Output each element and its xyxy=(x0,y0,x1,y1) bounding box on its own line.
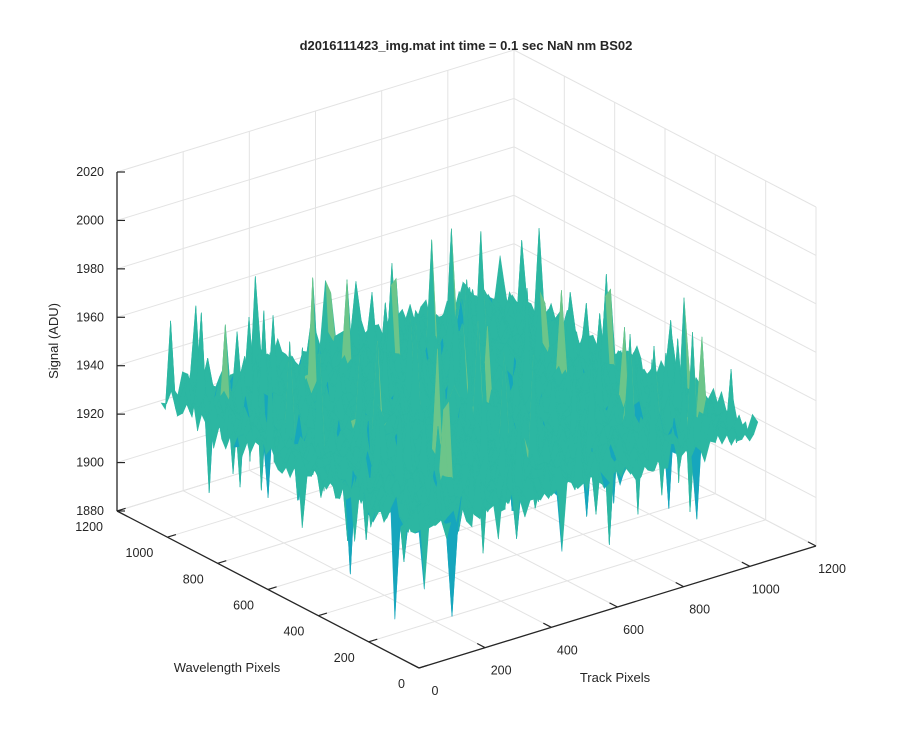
axes-layer: 0 200 400 600 800 1000 1200 0 200 400 600 800 1000 12… xyxy=(75,165,846,698)
y-tick-label: 1000 xyxy=(126,546,154,560)
y-tick-mark xyxy=(318,612,328,617)
x-tick-mark xyxy=(807,541,817,547)
x-tick-label: 1200 xyxy=(818,562,846,576)
y-tick-mark xyxy=(167,533,177,538)
grid-line xyxy=(513,243,817,402)
y-tick-mark xyxy=(217,560,227,564)
surface-layer xyxy=(160,228,759,620)
grid-line xyxy=(116,97,515,221)
grid-line xyxy=(116,146,515,270)
grid-line xyxy=(513,97,817,256)
x-tick-mark xyxy=(609,602,618,608)
z-tick-label: 1940 xyxy=(76,359,104,373)
x-axis-label: Track Pixels xyxy=(580,670,651,685)
y-tick-label: 400 xyxy=(283,625,304,639)
y-tick-label: 0 xyxy=(398,677,405,691)
z-tick-label: 1900 xyxy=(76,456,104,470)
surface-patch xyxy=(414,529,425,590)
grid-line xyxy=(116,243,515,367)
grid-line xyxy=(368,519,766,643)
y-tick-label: 800 xyxy=(183,572,204,586)
x-tick-mark xyxy=(476,642,486,649)
y-tick-label: 200 xyxy=(334,651,355,665)
y-tick-label: 1200 xyxy=(75,520,103,534)
z-tick-label: 1880 xyxy=(76,504,104,518)
grid-line xyxy=(116,49,515,173)
x-tick-mark xyxy=(675,581,684,588)
z-tick-label: 1980 xyxy=(76,262,104,276)
grid-line xyxy=(267,467,666,590)
y-axis-label: Wavelength Pixels xyxy=(174,660,281,675)
x-tick-label: 600 xyxy=(623,623,644,637)
x-tick-mark xyxy=(410,663,420,669)
grid-line xyxy=(513,194,817,353)
grid-line xyxy=(318,493,716,617)
grid-line xyxy=(513,49,817,208)
chart-title: d2016111423_img.mat int time = 0.1 sec N… xyxy=(300,38,633,53)
y-tick-label: 600 xyxy=(233,599,254,613)
grid-line xyxy=(116,194,515,318)
surface-patch xyxy=(743,433,755,442)
x-tick-label: 200 xyxy=(491,664,512,678)
y-tick-mark xyxy=(267,586,277,591)
z-tick-label: 1920 xyxy=(76,407,104,421)
z-axis-label: Signal (ADU) xyxy=(46,303,61,379)
x-tick-mark xyxy=(543,622,552,628)
x-tick-mark xyxy=(741,561,751,567)
x-tick-label: 400 xyxy=(557,643,578,657)
x-tick-label: 1000 xyxy=(752,582,780,596)
y-tick-mark xyxy=(368,638,378,643)
grid-line xyxy=(513,146,817,305)
x-tick-label: 800 xyxy=(689,603,710,617)
z-tick-label: 2020 xyxy=(76,165,104,179)
x-tick-label: 0 xyxy=(432,684,439,698)
surface-patch xyxy=(691,445,702,520)
y-tick-mark xyxy=(418,664,428,669)
z-tick-label: 1960 xyxy=(76,310,104,324)
z-tick-label: 2000 xyxy=(76,213,104,227)
